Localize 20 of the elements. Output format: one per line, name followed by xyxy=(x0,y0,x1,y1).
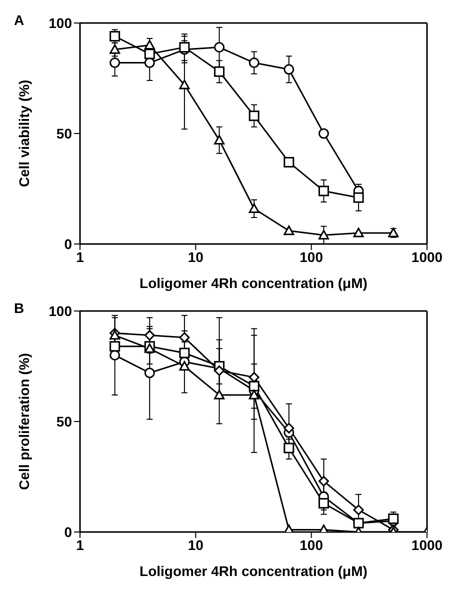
y-tick-label: 100 xyxy=(48,14,72,31)
y-tick-label: 0 xyxy=(64,524,72,540)
y-tick-label: 100 xyxy=(48,302,72,319)
x-axis-title: Loligomer 4Rh concentration (μM) xyxy=(140,563,368,579)
x-tick-label: 1 xyxy=(76,248,84,265)
text: A xyxy=(14,12,24,28)
x-tick-label: 10 xyxy=(188,536,204,553)
y-tick-label: 50 xyxy=(56,413,72,430)
x-tick-label: 1000 xyxy=(411,536,443,553)
y-axis-title: Cell viability (%) xyxy=(16,80,32,188)
text: B xyxy=(14,300,24,316)
x-tick-label: 100 xyxy=(300,248,324,265)
y-tick-label: 50 xyxy=(56,125,72,142)
x-tick-label: 1 xyxy=(76,536,84,553)
y-axis-title: Cell proliferation (%) xyxy=(16,353,32,490)
x-axis-title: Loligomer 4Rh concentration (μM) xyxy=(140,275,368,291)
x-tick-label: 10 xyxy=(188,248,204,265)
x-tick-label: 100 xyxy=(300,536,324,553)
y-tick-label: 0 xyxy=(64,236,72,252)
x-tick-label: 1000 xyxy=(411,248,443,265)
